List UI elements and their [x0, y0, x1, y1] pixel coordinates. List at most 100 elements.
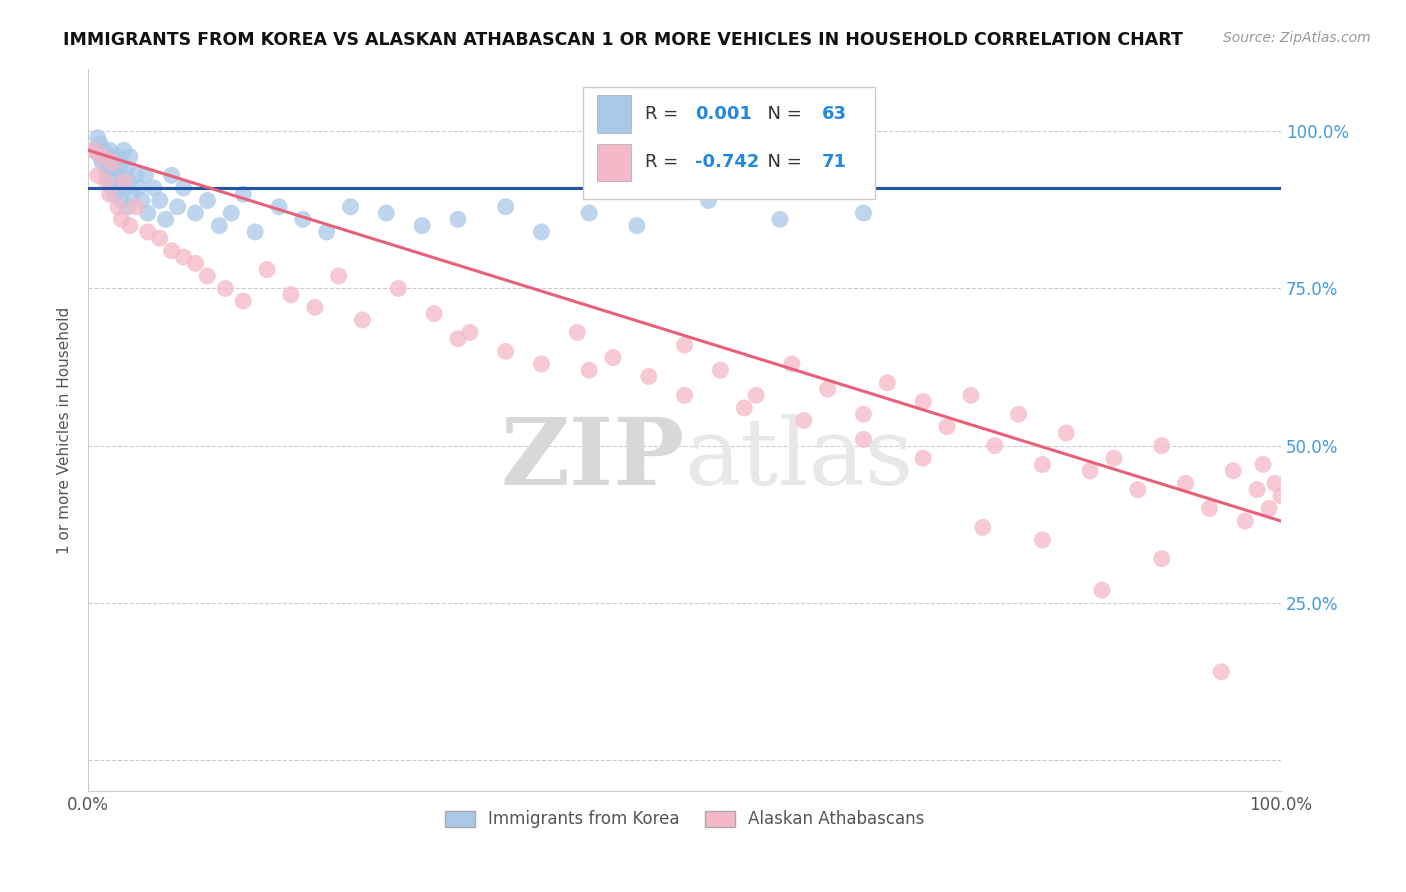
Point — [936, 419, 959, 434]
Point — [121, 187, 143, 202]
Point — [578, 206, 600, 220]
Text: -0.742: -0.742 — [696, 153, 759, 171]
Point — [1078, 464, 1101, 478]
Point — [1211, 665, 1233, 679]
Point — [107, 200, 129, 214]
Point — [304, 301, 326, 315]
Text: 63: 63 — [821, 105, 846, 123]
Point — [149, 231, 172, 245]
Point — [447, 332, 470, 346]
Point — [91, 149, 114, 163]
Point — [280, 287, 302, 301]
Point — [602, 351, 624, 365]
Point — [1251, 458, 1274, 472]
Point — [160, 244, 183, 258]
Point — [107, 149, 129, 163]
Point — [118, 149, 141, 163]
Point — [160, 169, 183, 183]
Point — [411, 219, 433, 233]
Point — [626, 219, 648, 233]
Point — [375, 206, 398, 220]
Point — [315, 225, 337, 239]
Point — [983, 439, 1005, 453]
Text: R =: R = — [645, 105, 685, 123]
Point — [912, 451, 935, 466]
Point — [959, 388, 981, 402]
Point — [91, 156, 114, 170]
Point — [817, 382, 839, 396]
Point — [458, 326, 481, 340]
Point — [110, 156, 132, 170]
Point — [972, 520, 994, 534]
Point — [912, 394, 935, 409]
Point — [876, 376, 898, 390]
Point — [530, 357, 553, 371]
Point — [256, 262, 278, 277]
Point — [1031, 533, 1053, 547]
Point — [673, 388, 696, 402]
Point — [1150, 551, 1173, 566]
Point — [1198, 501, 1220, 516]
Point — [197, 268, 219, 283]
Point — [1258, 501, 1281, 516]
Text: IMMIGRANTS FROM KOREA VS ALASKAN ATHABASCAN 1 OR MORE VEHICLES IN HOUSEHOLD CORR: IMMIGRANTS FROM KOREA VS ALASKAN ATHABAS… — [63, 31, 1182, 49]
Text: 0.001: 0.001 — [696, 105, 752, 123]
Point — [1270, 489, 1292, 503]
Point — [339, 200, 361, 214]
Point — [127, 181, 149, 195]
Text: atlas: atlas — [685, 414, 914, 504]
Point — [98, 187, 121, 202]
Point — [173, 250, 195, 264]
Point — [495, 200, 517, 214]
Point — [101, 149, 124, 163]
Point — [101, 156, 124, 170]
Point — [125, 200, 148, 214]
Point — [89, 136, 111, 151]
Point — [852, 407, 875, 421]
Point — [98, 175, 121, 189]
Point — [697, 194, 720, 208]
Point — [134, 169, 156, 183]
Point — [1234, 514, 1257, 528]
Point — [131, 194, 153, 208]
Point — [793, 413, 815, 427]
Point — [673, 338, 696, 352]
Point — [173, 181, 195, 195]
Point — [709, 363, 731, 377]
Text: 71: 71 — [821, 153, 846, 171]
Point — [89, 149, 111, 163]
Point — [221, 206, 243, 220]
Point — [1054, 425, 1077, 440]
Point — [745, 388, 768, 402]
Point — [1246, 483, 1268, 497]
Point — [208, 219, 231, 233]
Point — [103, 187, 125, 202]
Point — [578, 363, 600, 377]
Point — [115, 162, 138, 177]
Point — [97, 156, 120, 170]
Point — [1031, 458, 1053, 472]
FancyBboxPatch shape — [598, 144, 631, 181]
Point — [197, 194, 219, 208]
FancyBboxPatch shape — [583, 87, 876, 199]
Point — [94, 175, 117, 189]
Point — [155, 212, 177, 227]
Point — [1174, 476, 1197, 491]
Point — [291, 212, 314, 227]
Point — [184, 206, 207, 220]
Point — [103, 156, 125, 170]
Point — [733, 401, 755, 415]
FancyBboxPatch shape — [598, 95, 631, 133]
Point — [93, 143, 115, 157]
Point — [852, 206, 875, 220]
Point — [769, 212, 792, 227]
Point — [232, 294, 254, 309]
Point — [214, 281, 236, 295]
Point — [387, 281, 409, 295]
Point — [110, 212, 132, 227]
Point — [495, 344, 517, 359]
Point — [118, 219, 141, 233]
Point — [100, 162, 122, 177]
Point — [86, 130, 108, 145]
Point — [567, 326, 589, 340]
